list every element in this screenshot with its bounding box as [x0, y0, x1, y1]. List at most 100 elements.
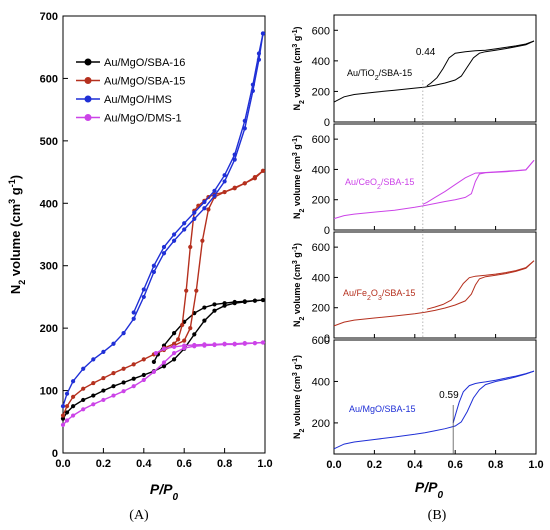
subplot-frame	[333, 14, 537, 123]
y-tick-label: 600	[312, 25, 330, 37]
y-tick-label: 0	[324, 225, 330, 237]
data-point	[91, 380, 96, 386]
y-tick-label: 700	[40, 11, 58, 23]
y-tick-label: 200	[312, 195, 330, 207]
legend-swatch-marker	[84, 58, 92, 66]
data-point	[91, 357, 96, 362]
data-point	[188, 244, 193, 250]
y-axis-label: N2 volume (cm3 g-1)	[7, 175, 27, 294]
data-point	[202, 199, 207, 205]
data-point	[256, 51, 262, 56]
data-point	[260, 340, 266, 345]
data-point	[232, 186, 237, 191]
data-point	[172, 341, 177, 346]
y-tick-label: 200	[312, 86, 330, 98]
data-point	[252, 341, 257, 346]
subplot-frame	[333, 231, 537, 339]
legend-entry: Au/MgO/SBA-15	[104, 76, 185, 88]
data-point	[202, 206, 207, 211]
data-point	[111, 393, 116, 398]
data-point	[182, 338, 187, 343]
data-point	[141, 377, 146, 383]
data-point	[172, 331, 177, 336]
y-axis-label-rest: volume (cm	[292, 264, 302, 317]
y-axis-label-exp: -1	[292, 246, 299, 252]
y-tick-label: 400	[312, 376, 330, 388]
panel-b-label: (B)	[428, 508, 447, 523]
sample-mid: O	[371, 288, 378, 298]
data-point	[172, 238, 177, 243]
data-point	[202, 305, 207, 310]
data-point	[121, 331, 126, 336]
data-point	[180, 322, 185, 328]
data-point	[151, 263, 156, 268]
y-axis-label-n: N	[292, 104, 302, 111]
data-point	[192, 216, 197, 221]
sample-sub: 2	[375, 75, 379, 82]
y-axis-label-unit: 3	[7, 199, 17, 204]
legend-swatch-marker	[84, 95, 92, 103]
data-point	[111, 370, 116, 376]
y-tick-label: 600	[312, 242, 330, 254]
y-tick-label: 600	[40, 73, 58, 85]
data-point	[101, 375, 106, 381]
y-axis-label-unit: 3	[292, 372, 299, 376]
data-point	[250, 82, 255, 87]
data-point	[232, 157, 237, 162]
data-point	[151, 359, 156, 364]
data-point	[64, 404, 70, 409]
data-point	[131, 384, 136, 389]
data-point	[222, 173, 227, 178]
data-point	[252, 174, 257, 180]
y-tick-label: 0	[324, 333, 330, 345]
x-axis-label-sub: 0	[438, 490, 444, 501]
data-point	[212, 193, 217, 198]
x-tick-label: 0.0	[326, 459, 341, 471]
data-point	[192, 342, 197, 348]
data-point	[91, 393, 96, 398]
y-axis-label-g: g	[292, 364, 302, 372]
data-point	[212, 302, 217, 307]
data-point	[71, 394, 76, 399]
subplot-sample-label: Au/TiO2/SBA-15	[347, 68, 412, 82]
isotherm-adsorption	[333, 40, 535, 103]
y-axis-label: N2 volume (cm3 g-1)	[292, 26, 306, 110]
data-point	[182, 221, 187, 226]
y-tick-label: 400	[312, 56, 330, 68]
data-point	[111, 341, 116, 346]
data-point	[141, 294, 146, 300]
x-axis-label-main: P/P	[415, 479, 438, 495]
y-axis-label-n: N	[292, 321, 302, 328]
sample-name: Au/MgO/SBA-15	[349, 404, 416, 414]
panel-a-label: (A)	[129, 508, 149, 523]
subplot-frame	[333, 123, 537, 231]
y-axis-label-exp: -1	[292, 29, 299, 35]
data-point	[151, 269, 156, 275]
y-axis-label-sub: 2	[299, 429, 306, 433]
isotherm-desorption	[426, 260, 535, 310]
panel-a-chart: 0.0 0.2 0.4 0.6 0.8 1.0 0 100 200 300 400 500 600 700…	[7, 11, 273, 503]
x-axis-label-sub: 0	[173, 492, 179, 503]
data-point	[141, 357, 146, 362]
y-axis-label-rest: volume (cm	[292, 376, 302, 429]
data-point	[182, 343, 187, 348]
data-point	[111, 384, 116, 389]
data-point	[212, 342, 217, 347]
data-point	[242, 299, 247, 304]
x-axis-label-main: P/P	[150, 481, 173, 497]
data-point	[161, 360, 167, 365]
data-point	[151, 369, 156, 374]
x-tick-label: 0.8	[488, 459, 503, 471]
series-au-mgo-hms	[60, 31, 266, 409]
y-tick-label: 200	[40, 323, 58, 335]
y-axis-label-g: g	[8, 187, 23, 199]
data-point	[202, 318, 207, 323]
data-point	[121, 389, 126, 394]
data-point	[192, 332, 197, 337]
data-point	[121, 380, 126, 385]
series-line-desorption	[153, 299, 264, 363]
data-point	[60, 413, 66, 418]
data-point	[206, 207, 211, 212]
